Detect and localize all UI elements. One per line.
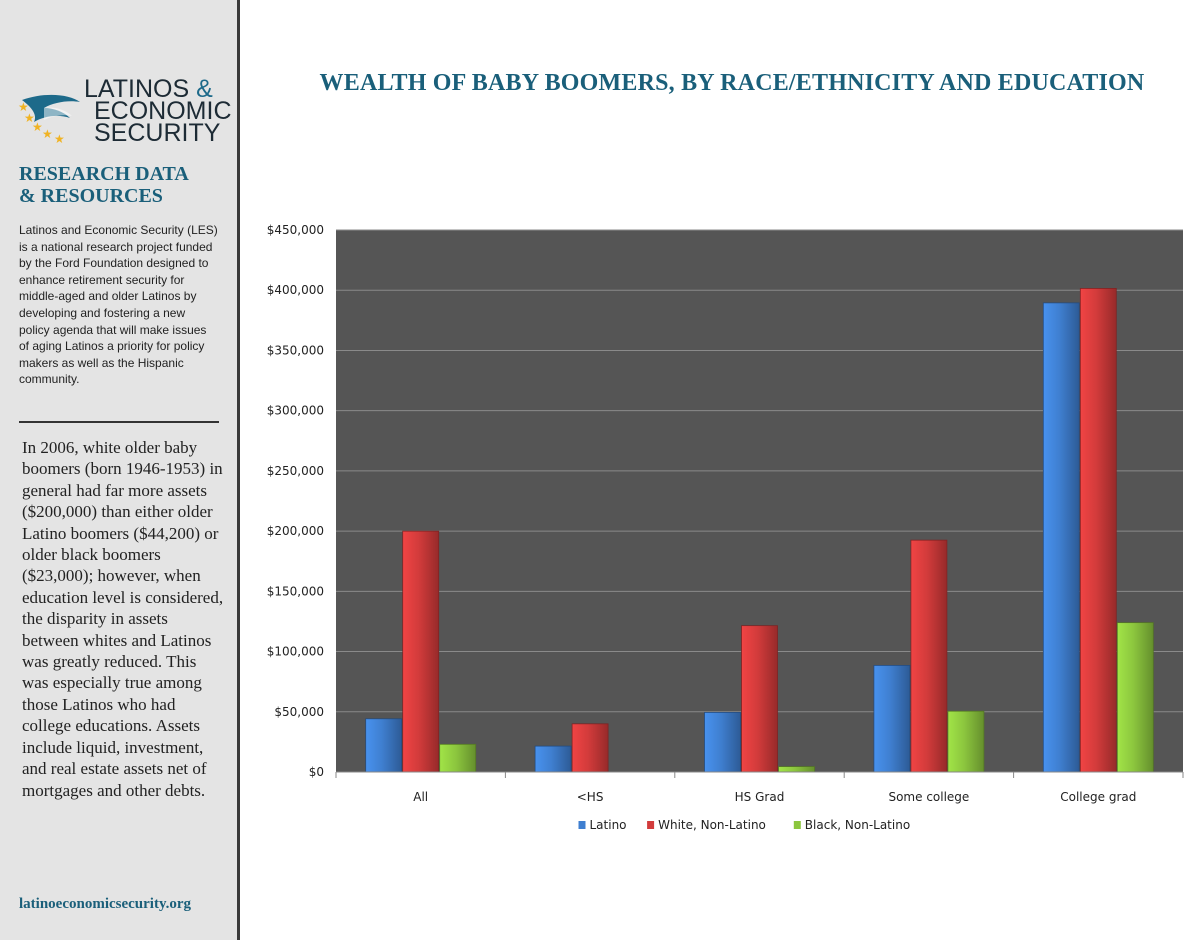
- bar-latino-4: [1042, 302, 1080, 773]
- logo-ampersand: &: [196, 75, 213, 103]
- legend-swatch: [647, 821, 655, 829]
- bar-chart: $0 $50,000 $100,000 $150,000 $200,000 $250,00…: [267, 223, 1184, 832]
- legend-label: White, Non-Latino: [658, 818, 766, 832]
- y-tick-label: $100,000: [267, 645, 324, 659]
- sidebar-heading-line-2: & RESOURCES: [19, 185, 163, 207]
- logo-line-2: ECONOMIC: [94, 97, 232, 125]
- logo-wordmark: LATINOS & ECONOMIC SECURITY: [84, 75, 232, 147]
- bar-white-non-latino-3: [910, 539, 948, 773]
- bar-black-non-latino-2: [778, 766, 815, 773]
- bar-black-non-latino-3: [947, 710, 985, 773]
- sidebar-body-text: In 2006, white older baby boomers (born …: [22, 438, 224, 800]
- bar-latino-2: [704, 711, 741, 773]
- bar-white-non-latino-0: [402, 530, 440, 773]
- legend-label: Latino: [590, 818, 627, 832]
- y-tick-label: $450,000: [267, 223, 324, 237]
- svg-text:★: ★: [32, 120, 43, 134]
- sidebar: ★ ★ ★ ★ ★ LATINOS & ECONOMIC SECURITY RE…: [0, 0, 240, 940]
- svg-text:★: ★: [24, 111, 35, 125]
- legend-swatch: [578, 821, 586, 829]
- svg-text:★: ★: [18, 100, 29, 114]
- sidebar-heading: RESEARCH DATA & RESOURCES: [19, 163, 234, 207]
- y-tick-label: $250,000: [267, 464, 324, 478]
- x-category-label: HS Grad: [735, 790, 785, 804]
- y-tick-label: $200,000: [267, 524, 324, 538]
- bar-latino-0: [365, 718, 403, 773]
- chart-title: WEALTH OF BABY BOOMERS, BY RACE/ETHNICIT…: [319, 70, 1145, 96]
- y-tick-label: $350,000: [267, 343, 324, 357]
- sidebar-intro-text: Latinos and Economic Security (LES) is a…: [19, 223, 218, 387]
- les-logo: ★ ★ ★ ★ ★ LATINOS & ECONOMIC SECURITY: [14, 70, 234, 150]
- logo-line-3: SECURITY: [94, 119, 221, 147]
- x-category-label: College grad: [1060, 790, 1136, 804]
- svg-text:★: ★: [54, 132, 65, 146]
- website-link[interactable]: latinoeconomicsecurity.org: [19, 896, 192, 912]
- y-tick-label: $300,000: [267, 404, 324, 418]
- y-tick-label: $50,000: [274, 705, 324, 719]
- legend-swatch: [793, 821, 801, 829]
- logo-line-1: LATINOS: [84, 75, 190, 103]
- bar-white-non-latino-2: [741, 625, 778, 773]
- legend-label: Black, Non-Latino: [805, 818, 910, 832]
- eagle-stars-icon: ★ ★ ★ ★ ★: [18, 94, 80, 146]
- y-tick-label: $400,000: [267, 283, 324, 297]
- bar-black-non-latino-4: [1116, 622, 1154, 773]
- x-category-label: Some college: [888, 790, 969, 804]
- y-tick-label: $0: [309, 765, 324, 779]
- bar-white-non-latino-4: [1079, 288, 1117, 773]
- bar-black-non-latino-0: [439, 743, 477, 773]
- x-category-label: <HS: [577, 790, 604, 804]
- bar-white-non-latino-1: [571, 723, 609, 773]
- bar-latino-3: [873, 665, 911, 773]
- sidebar-heading-line-1: RESEARCH DATA: [19, 163, 189, 185]
- y-tick-label: $150,000: [267, 584, 324, 598]
- bar-latino-1: [534, 745, 572, 773]
- x-category-label: All: [413, 790, 428, 804]
- svg-text:★: ★: [42, 127, 53, 141]
- sidebar-divider: [19, 421, 219, 423]
